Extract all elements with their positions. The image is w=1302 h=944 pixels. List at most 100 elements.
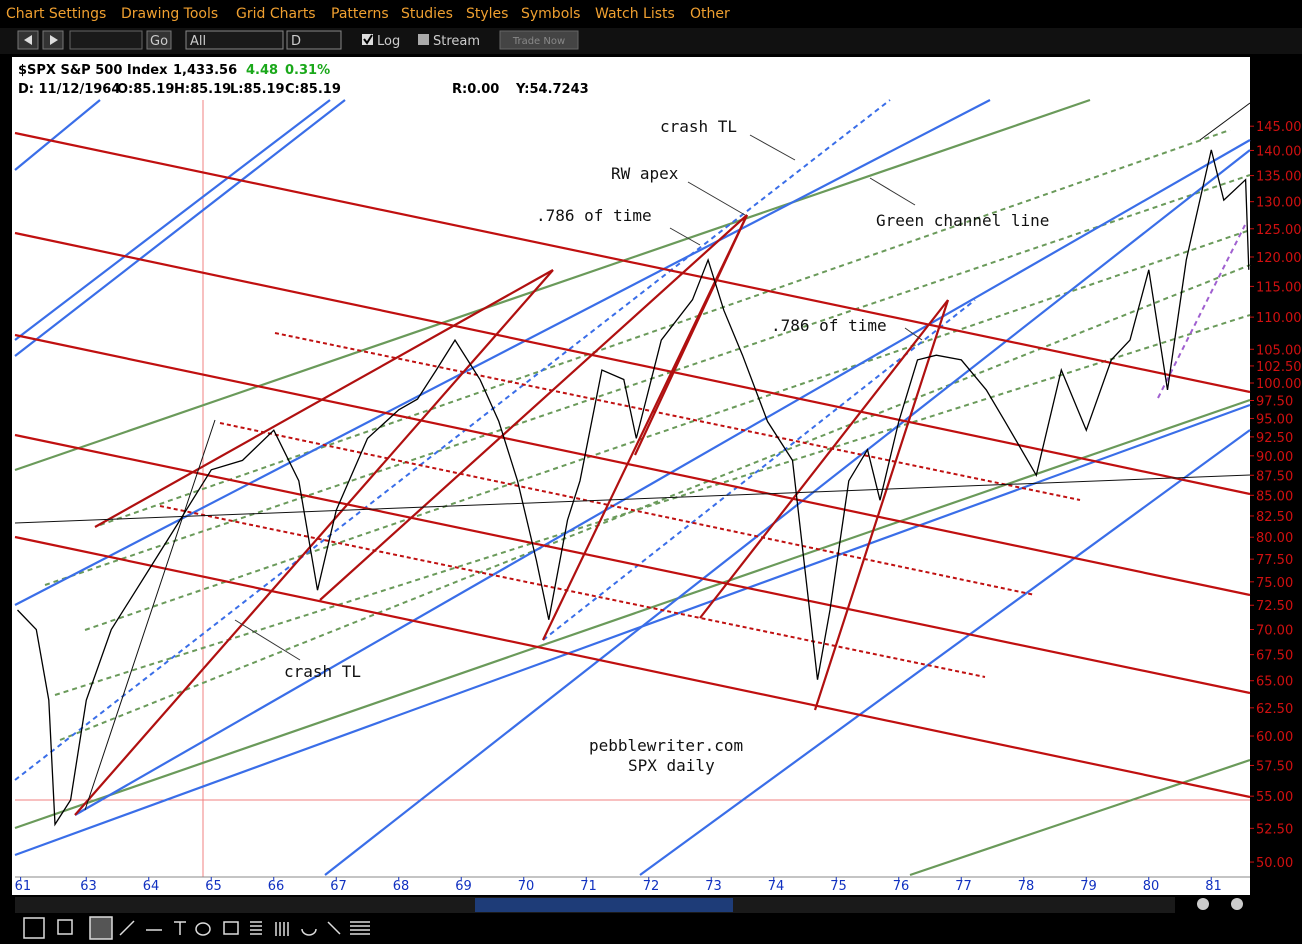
- y-tick-label: 97.50: [1256, 394, 1293, 409]
- y-tick-label: 140.00: [1256, 144, 1302, 159]
- annotation: SPX daily: [628, 756, 715, 775]
- y-tick-label: 85.00: [1256, 489, 1293, 504]
- blue-line: [324, 149, 1251, 876]
- blue-dashed: [542, 299, 976, 641]
- annotation: .786 of time: [771, 316, 887, 335]
- blue-line: [14, 99, 346, 357]
- y-tick-label: 70.00: [1256, 624, 1293, 639]
- leader-line: [904, 327, 923, 341]
- red-line: [14, 333, 1251, 597]
- y-tick-label: 95.00: [1256, 412, 1293, 427]
- y-tick-label: 57.50: [1256, 759, 1293, 774]
- tool-select[interactable]: [57, 919, 73, 935]
- menu-item[interactable]: Styles: [466, 6, 508, 22]
- menu-item[interactable]: Watch Lists: [595, 6, 675, 22]
- range-label: All: [190, 34, 206, 49]
- x-tick-label: 73: [705, 879, 722, 894]
- y-tick-label: 102.50: [1256, 360, 1302, 375]
- blue-line: [14, 99, 101, 171]
- x-tick-label: 72: [643, 879, 660, 894]
- menu-item[interactable]: Symbols: [521, 6, 580, 22]
- green-dashed: [84, 229, 1251, 631]
- y-tick-label: 130.00: [1256, 196, 1302, 211]
- change: 4.48: [246, 63, 278, 78]
- y-tick-label: 82.50: [1256, 510, 1293, 525]
- annotation: pebblewriter.com: [589, 736, 743, 755]
- red-dashed: [219, 422, 1036, 596]
- menu-item[interactable]: Drawing Tools: [121, 6, 218, 22]
- zoom-in[interactable]: [1197, 898, 1209, 910]
- trade-label: Trade Now: [512, 36, 565, 47]
- y-tick-label: 67.50: [1256, 649, 1293, 664]
- red-line: [14, 231, 1251, 496]
- y-tick-label: 145.00: [1256, 120, 1302, 135]
- menu-item[interactable]: Studies: [401, 6, 453, 22]
- x-tick-label: 70: [518, 879, 535, 894]
- green-dashed: [59, 264, 1251, 741]
- y-tick-label: 120.00: [1256, 251, 1302, 266]
- period-select[interactable]: [286, 30, 342, 50]
- x-tick-label: 64: [143, 879, 160, 894]
- plot-area: crash TL RW apex .786 of time Green channel…: [14, 98, 1251, 877]
- stream-checkbox[interactable]: [418, 34, 429, 45]
- y-tick-label: 115.00: [1256, 280, 1302, 295]
- x-tick-label: 65: [205, 879, 222, 894]
- period-label: D: [291, 34, 301, 49]
- blue-line: [14, 403, 1251, 857]
- low: L:85.19: [230, 82, 285, 97]
- trade-button[interactable]: [499, 30, 579, 50]
- red-wedge: [319, 214, 748, 601]
- y-tick-label: 87.50: [1256, 469, 1293, 484]
- leader-line: [869, 177, 916, 206]
- tool-cursor[interactable]: [23, 917, 45, 939]
- y-tick-label: 52.50: [1256, 822, 1293, 837]
- x-tick-label: 79: [1080, 879, 1097, 894]
- green-channel: [909, 758, 1251, 877]
- blue-line: [14, 99, 331, 341]
- x-axis-band: [12, 877, 1250, 895]
- symbol-input[interactable]: [69, 30, 143, 50]
- price-line: [17, 149, 1250, 827]
- tool-pen[interactable]: [89, 916, 113, 940]
- x-tick-label: 71: [580, 879, 597, 894]
- checkmark: [363, 34, 373, 45]
- close: C:85.19: [285, 82, 341, 97]
- change-pct: 0.31%: [285, 63, 330, 78]
- y-tick-label: 75.00: [1256, 576, 1293, 591]
- y-tick-label: 50.00: [1256, 856, 1293, 871]
- menu-item[interactable]: Patterns: [331, 6, 389, 22]
- black-line: [1199, 102, 1251, 141]
- annotation: RW apex: [611, 164, 679, 183]
- y-tick-label: 125.00: [1256, 223, 1302, 238]
- red-line: [14, 433, 1251, 695]
- menu-item[interactable]: Other: [690, 6, 730, 22]
- annotation: crash TL: [284, 662, 361, 681]
- menu-item[interactable]: Chart Settings: [6, 6, 106, 22]
- zoom-out[interactable]: [1231, 898, 1243, 910]
- range-select[interactable]: [185, 30, 284, 50]
- menu-item[interactable]: Grid Charts: [236, 6, 316, 22]
- symbol: $SPX S&P 500 Index: [18, 63, 168, 78]
- x-tick-label: 78: [1018, 879, 1035, 894]
- annotation: crash TL: [660, 117, 737, 136]
- red-dashed: [159, 505, 986, 678]
- red-wedge: [74, 269, 554, 816]
- red-wedge: [699, 299, 949, 619]
- annotation: Green channel line: [876, 211, 1049, 230]
- x-tick-label: 74: [768, 879, 785, 894]
- go-button[interactable]: [146, 30, 172, 50]
- y-axis-panel: [1250, 57, 1302, 895]
- x-tick-label: 77: [955, 879, 972, 894]
- y-value: Y:54.7243: [515, 82, 589, 97]
- y-tick-label: 80.00: [1256, 531, 1293, 546]
- green-channel: [14, 98, 1091, 472]
- y-tick-label: 65.00: [1256, 675, 1293, 690]
- y-tick-label: 110.00: [1256, 311, 1302, 326]
- x-tick-label: 81: [1205, 879, 1222, 894]
- red-wedge: [634, 214, 748, 456]
- blue-line: [74, 139, 1251, 816]
- scroll-thumb[interactable]: [475, 898, 733, 912]
- drawing-tools: [23, 916, 370, 940]
- log-checkbox[interactable]: [362, 34, 373, 45]
